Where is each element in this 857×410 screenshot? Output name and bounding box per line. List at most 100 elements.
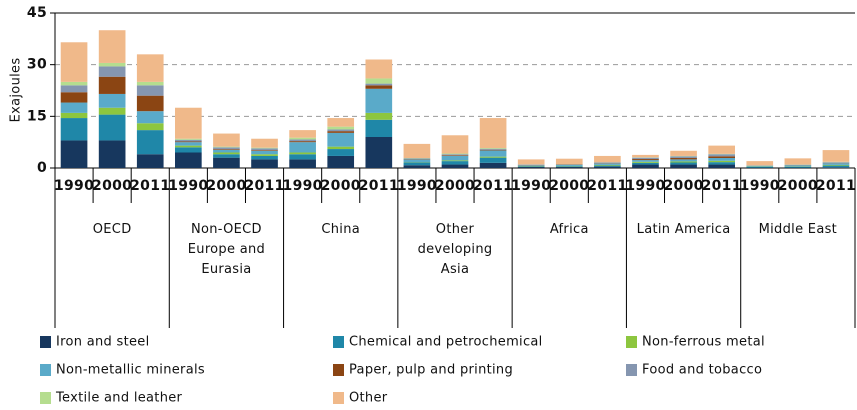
legend-label: Other — [349, 391, 388, 406]
bar-segment — [327, 131, 355, 133]
x-tick-label: 2011 — [587, 178, 627, 194]
x-tick-label: 2000 — [206, 178, 246, 194]
x-tick-label: 1990 — [283, 178, 323, 194]
bar-segment — [327, 132, 355, 147]
bar-segment — [708, 156, 735, 159]
bar-segment — [365, 59, 393, 79]
bar-segment — [784, 166, 812, 168]
bar-segment — [289, 142, 316, 153]
bar-segment — [632, 161, 659, 163]
x-tick-label: 1990 — [740, 178, 780, 194]
bar-segment — [708, 154, 735, 157]
x-tick-label: 2011 — [816, 178, 856, 194]
x-tick-label: 1990 — [511, 178, 551, 194]
bar-segment — [213, 157, 240, 168]
group-label: OECD — [93, 222, 132, 237]
bar-segment — [517, 166, 545, 167]
bar-segment — [822, 150, 850, 162]
bar-segment — [60, 118, 88, 141]
legend-label: Chemical and petrochemical — [349, 335, 543, 350]
y-tick-label: 45 — [27, 5, 47, 21]
bar-segment — [175, 147, 202, 153]
bar-segment — [289, 159, 316, 168]
bar-segment — [517, 165, 545, 166]
legend-swatch — [626, 336, 637, 348]
bar-segment — [213, 146, 240, 148]
bar-segment — [517, 166, 545, 168]
y-tick-label: 30 — [27, 57, 47, 73]
bar-segment — [784, 165, 812, 167]
bar-segment — [289, 154, 316, 160]
bar-segment — [632, 162, 659, 165]
bar-segment — [746, 161, 774, 166]
bar-segment — [555, 164, 583, 166]
bar-segment — [60, 85, 88, 93]
bar-segment — [746, 166, 774, 168]
bar-segment — [98, 114, 126, 141]
x-tick-label: 2000 — [92, 178, 132, 194]
bar-segment — [175, 145, 202, 148]
x-tick-label: 2011 — [702, 178, 742, 194]
bar-segment — [98, 107, 126, 115]
bar-segment — [251, 154, 278, 156]
bar-segment — [822, 165, 850, 168]
bar-segment — [213, 147, 240, 150]
bar-segment — [213, 149, 240, 150]
bar-segment — [479, 156, 507, 158]
legend-swatch — [40, 364, 51, 376]
group-label: Other developing Asia — [418, 222, 493, 277]
bar-segment — [441, 153, 469, 155]
bar-segment — [251, 148, 278, 151]
legend-swatch — [626, 364, 637, 376]
bar-segment — [98, 66, 126, 77]
bar-segment — [594, 166, 621, 168]
bar-segment — [175, 107, 202, 139]
bar-segment — [136, 154, 164, 168]
bar-segment — [327, 155, 355, 168]
bar-segment — [441, 155, 469, 156]
bar-segment — [60, 102, 88, 113]
bar-segment — [670, 164, 697, 168]
group-label: Middle East — [759, 222, 837, 237]
bar-segment — [98, 76, 126, 94]
group-label: Latin America — [637, 222, 731, 237]
bar-segment — [555, 158, 583, 165]
bar-segment — [327, 118, 355, 127]
x-tick-label: 2000 — [549, 178, 589, 194]
y-axis-label: Exajoules — [9, 58, 24, 123]
legend-label: Non-ferrous metal — [642, 335, 765, 350]
legend-label: Food and tobacco — [642, 363, 762, 378]
bar-segment — [327, 146, 355, 150]
bar-segment — [594, 163, 621, 165]
bar-segment — [136, 95, 164, 112]
bar-segment — [479, 148, 507, 150]
bar-segment — [670, 150, 697, 156]
x-tick-label: 2000 — [778, 178, 818, 194]
bar-segment — [213, 152, 240, 155]
bar-segment — [213, 133, 240, 147]
legend-label: Paper, pulp and printing — [349, 363, 513, 378]
bar-segment — [251, 150, 278, 151]
bar-segment — [441, 160, 469, 162]
bar-segment — [365, 119, 393, 137]
x-tick-label: 1990 — [397, 178, 437, 194]
bar-segment — [365, 78, 393, 84]
bar-segment — [670, 159, 697, 162]
bar-segment — [136, 85, 164, 96]
legend-swatch — [40, 392, 51, 404]
bar-segment — [403, 165, 431, 168]
bar-segment — [594, 162, 621, 164]
bar-segment — [708, 160, 735, 163]
bar-segment — [136, 123, 164, 131]
bar-segment — [60, 112, 88, 119]
bar-segment — [98, 140, 126, 168]
bar-segment — [479, 157, 507, 163]
bar-segment — [594, 165, 621, 167]
bar-segment — [365, 88, 393, 113]
x-tick-label: 2011 — [130, 178, 170, 194]
legend-label: Iron and steel — [56, 335, 150, 350]
bar-segment — [708, 164, 735, 168]
bar-segment — [517, 159, 545, 165]
bar-segment — [60, 140, 88, 168]
bar-segment — [632, 159, 659, 161]
